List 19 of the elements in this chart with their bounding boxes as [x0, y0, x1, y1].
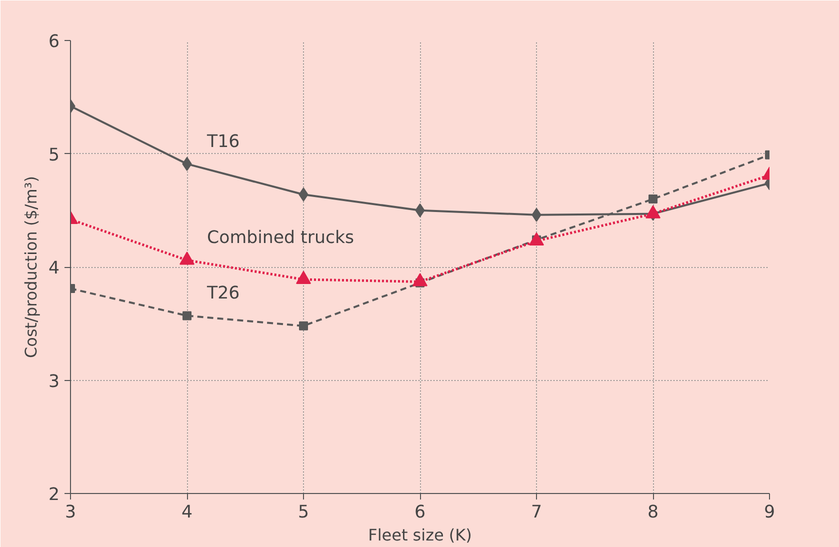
point — [182, 311, 192, 320]
y-tick-label: 3 — [48, 372, 60, 392]
y-tick-label: 5 — [48, 145, 60, 166]
series-label: Combined trucks — [207, 228, 354, 248]
y-axis-title: Cost/production ($/m³) — [21, 176, 40, 358]
x-tick-label: 5 — [298, 502, 310, 522]
series-label: T26 — [206, 284, 240, 304]
y-tick-label: 2 — [48, 485, 60, 505]
x-tick-label: 6 — [414, 502, 426, 522]
x-tick-label: 4 — [181, 502, 193, 522]
x-tick-label: 3 — [64, 502, 76, 522]
x-axis-title: Fleet size (K) — [368, 526, 472, 544]
x-tick-label: 8 — [647, 502, 659, 522]
x-tick-label: 9 — [764, 502, 776, 522]
y-tick-label: 4 — [48, 258, 60, 278]
x-tick-label: 7 — [530, 502, 542, 522]
series-label: T16 — [206, 132, 240, 152]
y-tick-label: 6 — [48, 32, 60, 52]
point — [299, 321, 308, 330]
